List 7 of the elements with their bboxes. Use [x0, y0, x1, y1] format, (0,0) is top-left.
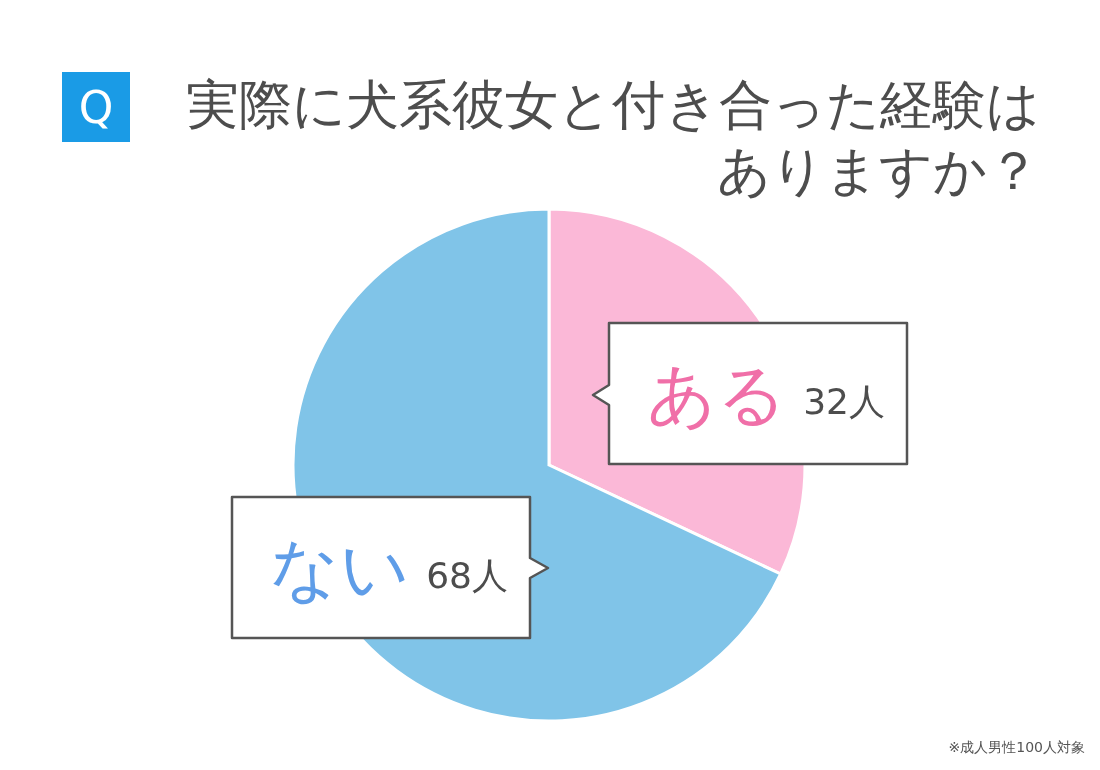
data-label: 32人 [803, 380, 885, 422]
q-badge: Q [62, 72, 130, 142]
chart-title: 実際に犬系彼女と付き合った経験はありますか？ [185, 73, 1040, 203]
text: ※成人男性100人対象 [948, 739, 1085, 755]
slice-label: ある [647, 354, 787, 434]
data-label: 68人 [426, 554, 508, 596]
slice-label: ない [270, 528, 410, 608]
